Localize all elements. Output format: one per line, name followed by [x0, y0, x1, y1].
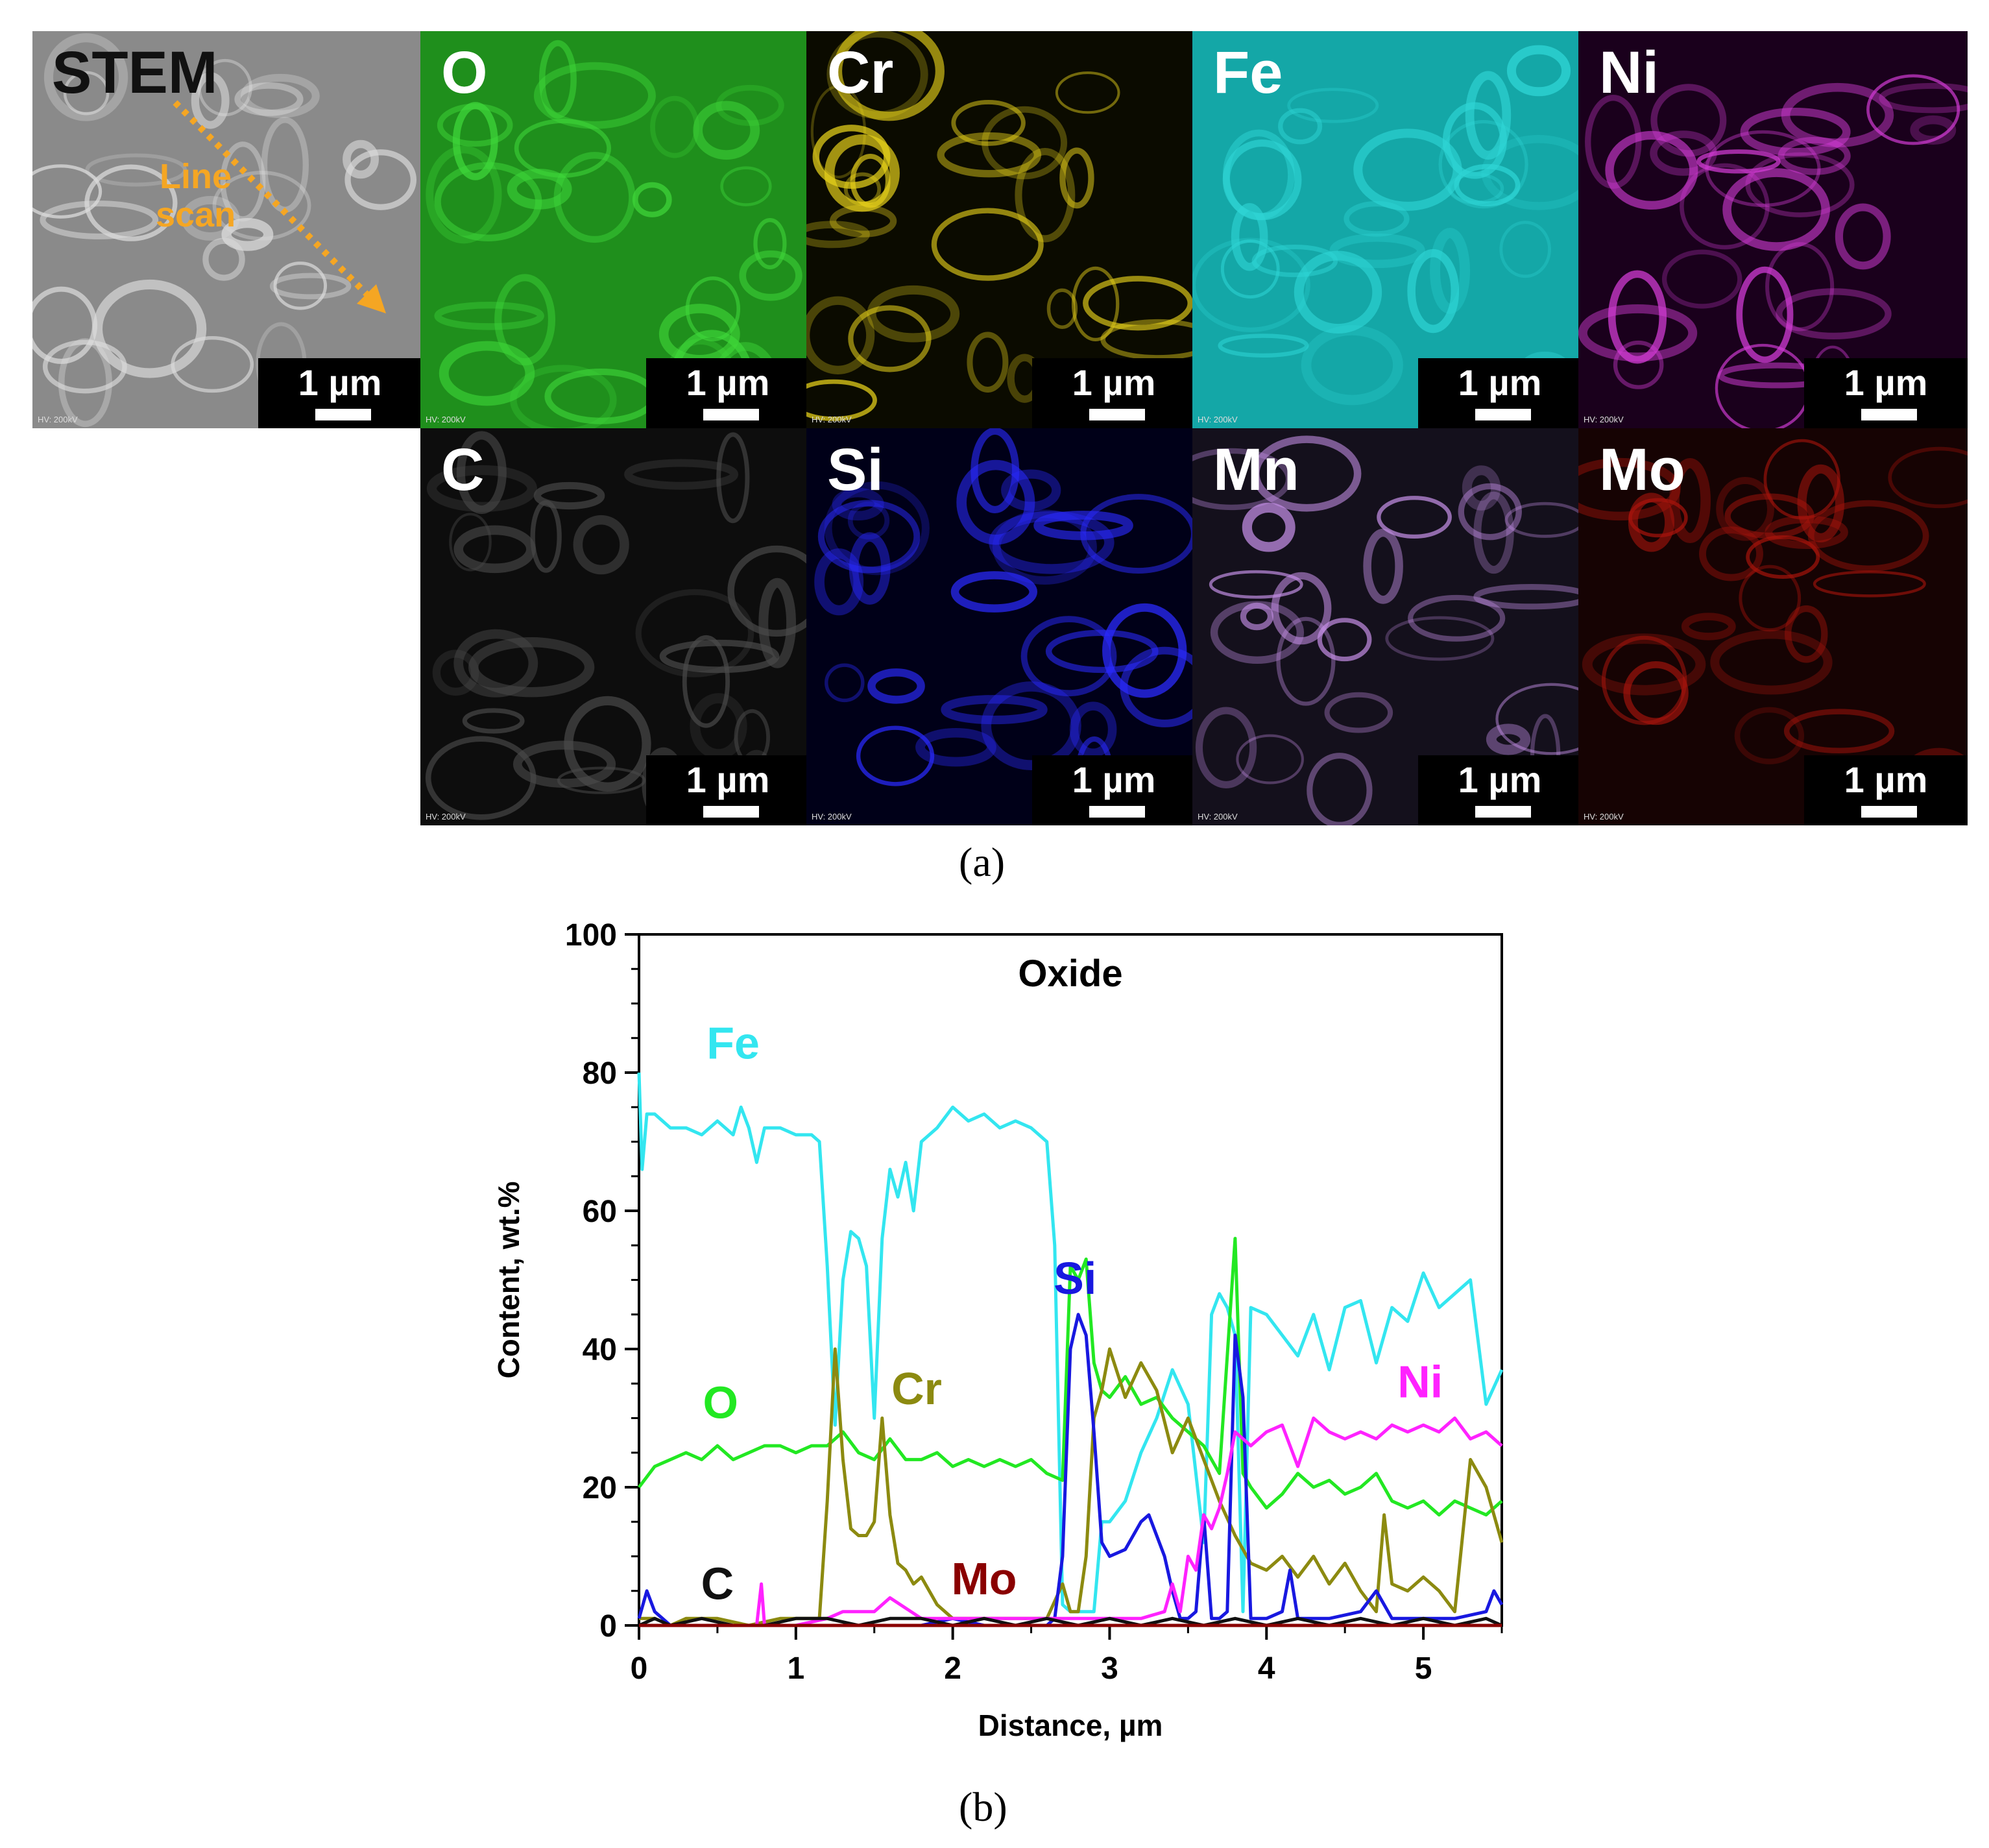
y-tick-label: 60: [583, 1195, 617, 1229]
element-label: C: [441, 437, 485, 503]
hv-label: HV: 200kV: [812, 812, 852, 821]
scale-bar: [1475, 409, 1531, 420]
series-line-O: [638, 1237, 1503, 1517]
hv-label: HV: 200kV: [38, 415, 78, 424]
x-tick-label: 2: [944, 1651, 961, 1686]
map-panel-stem: STEM Line scan HV: 200kV 1 µm: [32, 31, 422, 428]
map-panel-Fe: Fe HV: 200kV 1 µm: [1192, 31, 1582, 428]
line-scan-label: Line scan: [156, 157, 236, 235]
scale-bar: [1475, 806, 1531, 818]
scale-bar-label: 1 µm: [1072, 759, 1156, 800]
map-texture: [1192, 435, 1582, 825]
map-panel-O: O HV: 200kV 1 µm: [420, 31, 810, 428]
caption-b: (b): [959, 1784, 1007, 1830]
scale-bar-box: 1 µm: [1418, 755, 1582, 825]
y-tick-label: 20: [583, 1471, 617, 1505]
element-label: O: [441, 40, 488, 106]
scale-bar: [1089, 806, 1145, 818]
y-tick-label: 100: [565, 918, 617, 953]
scale-bar-label: 1 µm: [1072, 362, 1156, 403]
map-panel-Mn: Mn HV: 200kV 1 µm: [1192, 428, 1582, 825]
hv-label: HV: 200kV: [812, 415, 852, 424]
line-scan-chart: 0 1 2 3 4 5 0 20 40 60 80 100 Distance, µm Content, w…: [492, 918, 1504, 1742]
scale-bar-label: 1 µm: [1844, 759, 1928, 800]
scale-bar: [1861, 409, 1917, 420]
x-tick-label: 1: [787, 1651, 804, 1686]
map-texture: [814, 428, 1196, 819]
series-label-Mo: Mo: [951, 1553, 1017, 1604]
y-tick-label: 0: [599, 1609, 617, 1644]
map-texture: [32, 33, 417, 428]
map-panel-Cr: Cr HV: 200kV 1 µm: [806, 31, 1196, 428]
series-label-Fe: Fe: [706, 1018, 760, 1069]
map-panel-Ni: Ni HV: 200kV 1 µm: [1578, 31, 1968, 428]
series-line-Cr: [639, 1347, 1504, 1627]
x-tick-label: 4: [1258, 1651, 1275, 1686]
map-panel-Mo: Mo HV: 200kV 1 µm: [1578, 428, 1968, 825]
chart-title: Oxide: [1018, 953, 1122, 995]
hv-label: HV: 200kV: [426, 415, 466, 424]
element-label: Ni: [1599, 40, 1659, 106]
element-label: Mo: [1599, 437, 1685, 503]
scale-bar: [1861, 806, 1917, 818]
x-axis-title: Distance, µm: [978, 1708, 1163, 1742]
scale-bar-label: 1 µm: [1458, 759, 1542, 800]
element-label: STEM: [52, 40, 218, 106]
hv-label: HV: 200kV: [1198, 415, 1238, 424]
series-label-Cr: Cr: [891, 1363, 942, 1414]
x-tick-label: 3: [1101, 1651, 1118, 1686]
map-texture: [806, 31, 1196, 421]
hv-label: HV: 200kV: [426, 812, 466, 821]
scale-bar-box: 1 µm: [1032, 358, 1196, 428]
y-tick-label: 40: [583, 1333, 617, 1367]
map-panel-C: C HV: 200kV 1 µm: [420, 428, 810, 825]
hv-label: HV: 200kV: [1584, 812, 1624, 821]
map-texture: [1578, 74, 1968, 428]
scale-bar-label: 1 µm: [686, 759, 770, 800]
scale-bar: [315, 409, 371, 420]
map-texture: [426, 40, 802, 428]
element-label: Cr: [827, 40, 894, 106]
map-panel-Si: Si HV: 200kV 1 µm: [806, 428, 1196, 825]
scale-bar-label: 1 µm: [298, 362, 382, 403]
element-label: Mn: [1213, 437, 1299, 503]
scale-bar: [703, 806, 759, 818]
series-line-Si: [637, 1313, 1504, 1627]
scale-bar-box: 1 µm: [1418, 358, 1582, 428]
scale-bar-box: 1 µm: [258, 358, 422, 428]
scale-bar-box: 1 µm: [1032, 755, 1196, 825]
series-label-O: O: [703, 1378, 738, 1428]
element-label: Si: [827, 437, 884, 503]
scale-bar-box: 1 µm: [1804, 755, 1968, 825]
scale-bar: [1089, 409, 1145, 420]
scale-bar-box: 1 µm: [646, 755, 810, 825]
scale-bar-label: 1 µm: [1844, 362, 1928, 403]
hv-label: HV: 200kV: [1198, 812, 1238, 821]
series-line-Fe: [637, 1072, 1504, 1614]
y-axis-title: Content, wt.%: [492, 1181, 525, 1378]
series-label-C: C: [701, 1559, 734, 1609]
scale-bar-label: 1 µm: [686, 362, 770, 403]
caption-a: (a): [959, 839, 1006, 885]
scale-bar-box: 1 µm: [1804, 358, 1968, 428]
series-label-Si: Si: [1054, 1253, 1096, 1304]
scale-bar: [703, 409, 759, 420]
element-label: Fe: [1213, 40, 1283, 106]
scale-bar-box: 1 µm: [646, 358, 810, 428]
series-label-Ni: Ni: [1397, 1357, 1443, 1407]
scale-bar-label: 1 µm: [1458, 362, 1542, 403]
hv-label: HV: 200kV: [1584, 415, 1624, 424]
x-tick-label: 0: [631, 1651, 648, 1686]
y-tick-label: 80: [583, 1056, 617, 1091]
x-tick-label: 5: [1415, 1651, 1432, 1686]
line-scan-arrow: [173, 100, 386, 313]
